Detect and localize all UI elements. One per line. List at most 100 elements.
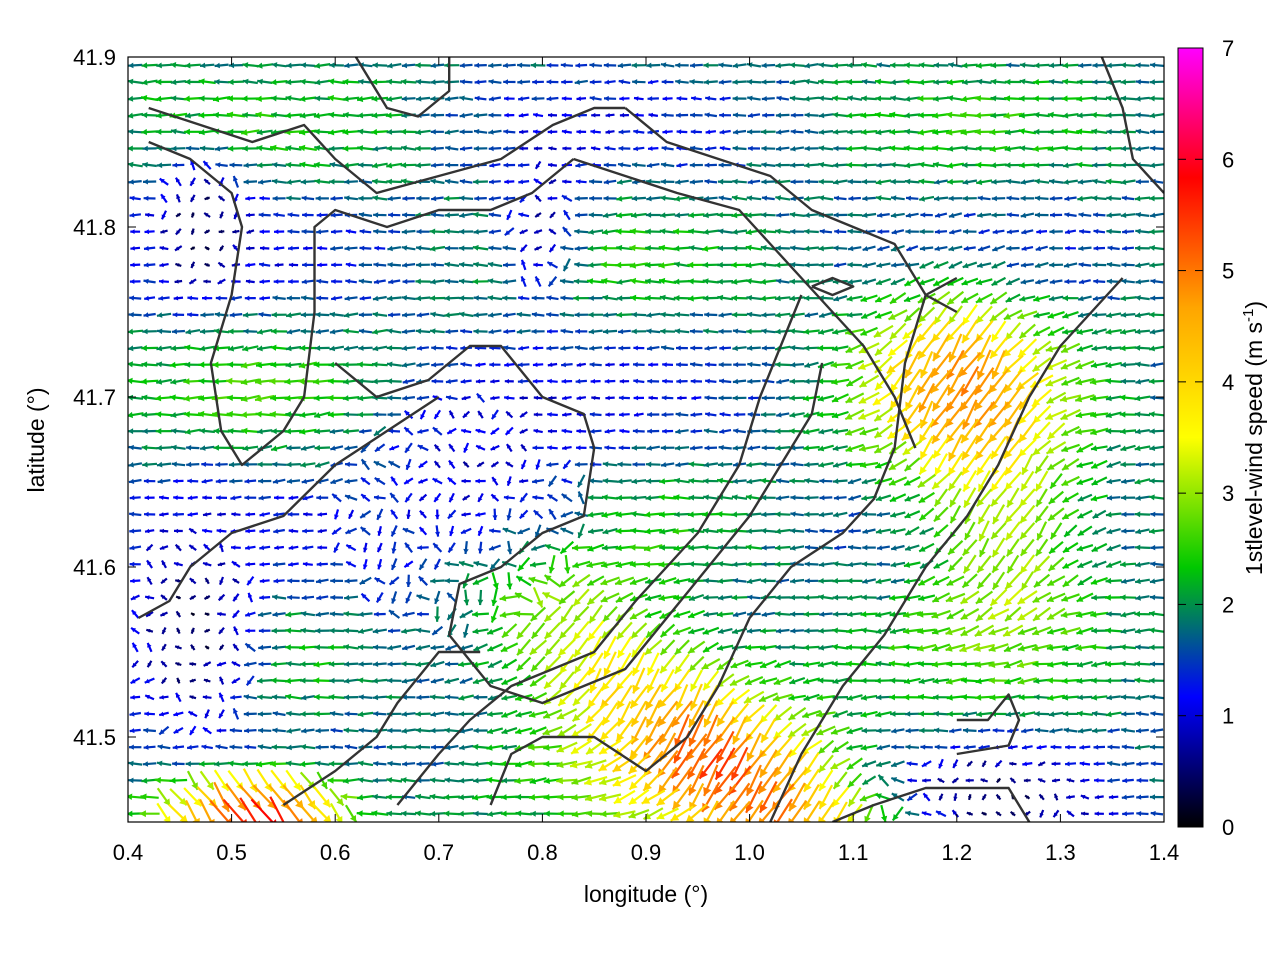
wind-vector (503, 146, 516, 152)
wind-vector (718, 79, 732, 85)
wind-vector (155, 95, 173, 102)
wind-vector (227, 79, 244, 86)
wind-vector (546, 96, 559, 102)
wind-vector (847, 62, 863, 69)
colorbar-tick-label: 5 (1222, 259, 1234, 284)
wind-vector (128, 62, 143, 69)
wind-vector (386, 62, 402, 69)
wind-vector (300, 62, 316, 68)
wind-vector (503, 96, 515, 101)
wind-vector (961, 145, 978, 152)
wind-vector (917, 129, 936, 136)
wind-vector (561, 79, 573, 85)
wind-vector (141, 112, 158, 119)
wind-vector (817, 78, 834, 85)
wind-vector (731, 195, 748, 201)
wind-vector (1034, 178, 1050, 185)
wind-vector (371, 128, 389, 136)
wind-vector (790, 129, 804, 135)
wind-vector (1047, 128, 1065, 135)
wind-vector (488, 145, 502, 152)
wind-vector (719, 129, 731, 135)
wind-vector (789, 62, 805, 69)
wind-vector (646, 195, 661, 202)
wind-vector (270, 111, 288, 118)
wind-vector (313, 112, 331, 119)
wind-vector (547, 162, 558, 168)
wind-vector (1149, 62, 1164, 68)
wind-vector (444, 129, 459, 135)
wind-vector (660, 178, 675, 185)
wind-vector (314, 79, 331, 86)
wind-vector (226, 111, 246, 119)
wind-vector (1149, 129, 1164, 135)
wind-vector (591, 112, 601, 118)
wind-vector (604, 145, 616, 151)
wind-vector (1061, 128, 1080, 135)
wind-vector (647, 79, 659, 85)
wind-vector (832, 62, 849, 69)
wind-vector (562, 146, 572, 151)
wind-vector (517, 96, 530, 102)
wind-vector (358, 162, 373, 168)
wind-vector (1004, 95, 1022, 102)
wind-vector (256, 145, 274, 152)
wind-vector (184, 62, 201, 69)
wind-vector (603, 162, 617, 168)
wind-vector (534, 194, 542, 203)
wind-vector (574, 195, 588, 202)
wind-vector (444, 96, 459, 102)
wind-vector (618, 145, 631, 151)
wind-vector (631, 162, 646, 168)
colorbar-tick-label: 0 (1222, 815, 1234, 840)
wind-vector (1120, 95, 1136, 102)
wind-vector (430, 62, 445, 69)
wind-vector (1047, 111, 1065, 118)
wind-vector (1004, 145, 1022, 152)
wind-vector (198, 129, 216, 136)
wind-vector (459, 129, 473, 135)
wind-vector (662, 129, 673, 135)
wind-vector (703, 195, 718, 202)
wind-vector (547, 112, 558, 118)
colorbar (1177, 47, 1204, 828)
wind-vector (803, 162, 819, 169)
wind-vector (386, 145, 403, 152)
wind-vector (975, 145, 993, 152)
wind-vector (240, 129, 260, 136)
wind-vector (803, 95, 820, 102)
wind-vector (459, 178, 473, 185)
wind-vector (259, 195, 270, 201)
wind-vector (946, 79, 965, 86)
wind-vector (386, 162, 403, 169)
wind-vector (761, 79, 776, 85)
wind-vector (242, 145, 259, 152)
wind-vector (732, 79, 747, 85)
wind-vector (430, 129, 444, 135)
wind-vector (633, 146, 645, 152)
wind-vector (1004, 78, 1022, 85)
wind-vector (775, 129, 790, 135)
wind-vector (416, 195, 430, 202)
wind-vector (548, 178, 557, 185)
wind-vector (804, 178, 819, 185)
wind-vector (517, 162, 530, 168)
wind-vector (746, 195, 762, 201)
wind-vector (170, 128, 186, 135)
wind-vector (589, 95, 602, 101)
wind-vector (1003, 112, 1023, 119)
wind-vector (962, 179, 978, 185)
wind-vector (245, 196, 256, 201)
wind-vector (604, 79, 616, 85)
wind-vector (502, 62, 516, 69)
wind-vector (747, 95, 761, 101)
wind-vector (129, 195, 141, 201)
wind-vector (142, 145, 157, 152)
wind-vector (904, 96, 921, 102)
wind-vector (1033, 162, 1050, 169)
wind-vector (371, 112, 389, 119)
wind-vector (342, 95, 360, 102)
wind-vector (945, 129, 965, 136)
wind-vector (459, 112, 473, 119)
wind-vector (256, 162, 273, 169)
